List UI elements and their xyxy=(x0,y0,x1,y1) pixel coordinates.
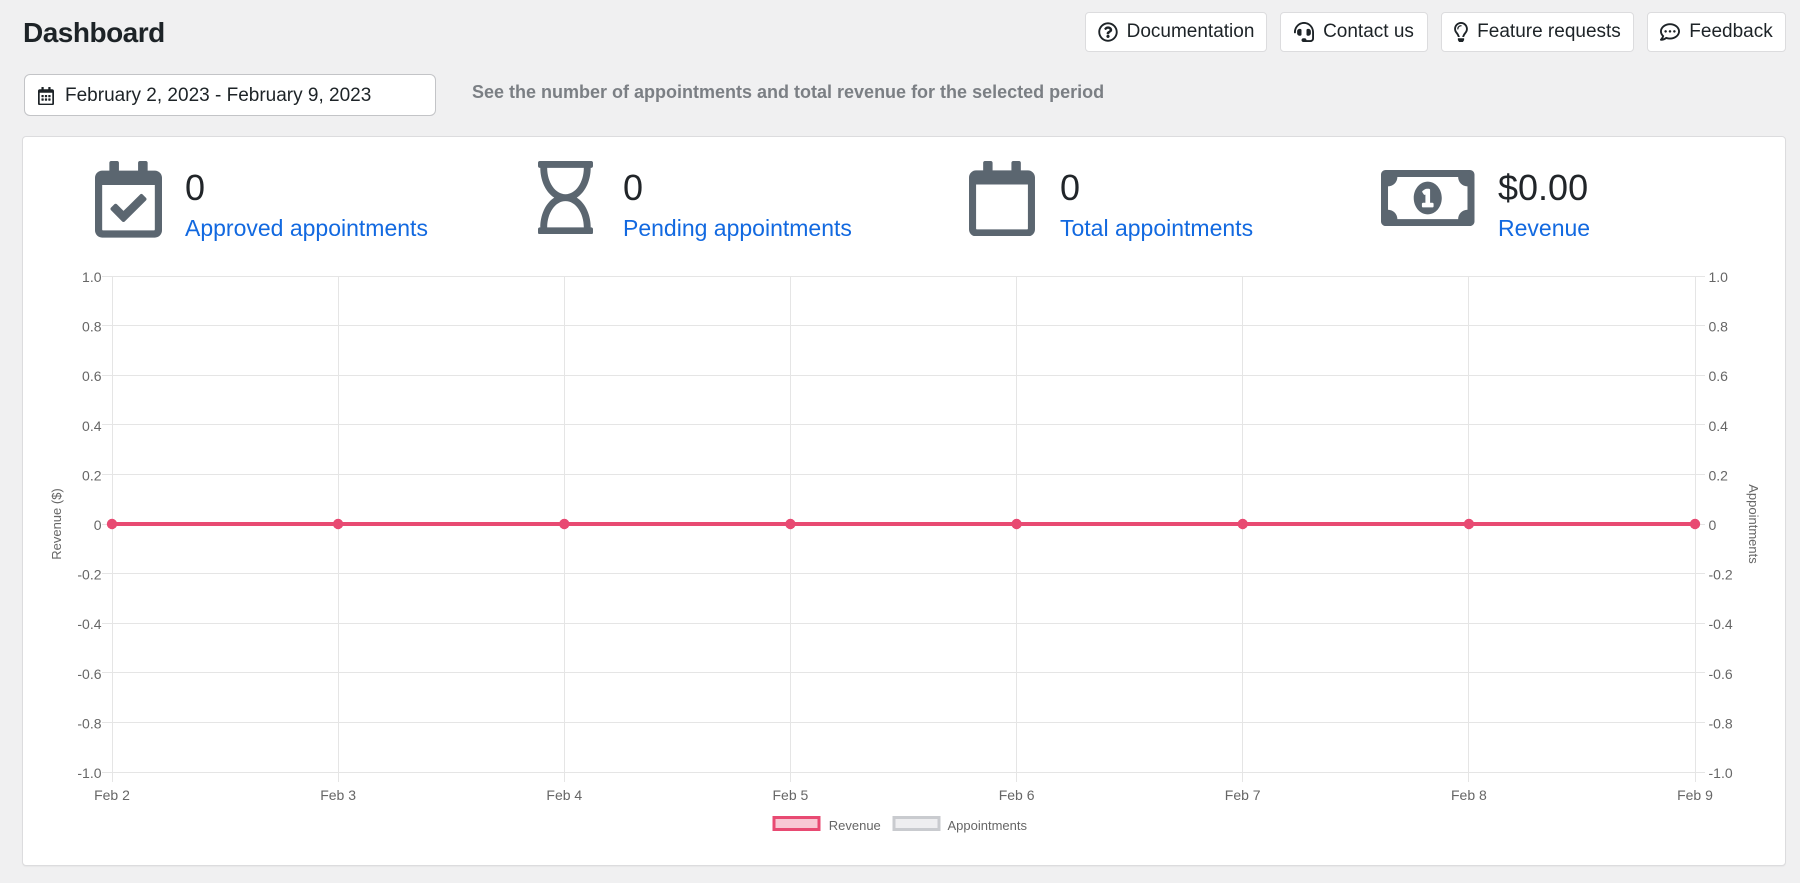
svg-text:Feb 7: Feb 7 xyxy=(1225,787,1261,803)
svg-text:-0.8: -0.8 xyxy=(1709,715,1733,731)
svg-text:-0.2: -0.2 xyxy=(1709,567,1733,583)
svg-text:0.2: 0.2 xyxy=(82,467,102,483)
svg-text:0: 0 xyxy=(1709,517,1717,533)
svg-text:-0.8: -0.8 xyxy=(77,715,101,731)
svg-text:0.4: 0.4 xyxy=(1709,418,1729,434)
svg-text:1.0: 1.0 xyxy=(82,269,102,285)
svg-text:Feb 5: Feb 5 xyxy=(772,787,808,803)
svg-text:-1.0: -1.0 xyxy=(1709,765,1733,781)
svg-text:-0.4: -0.4 xyxy=(1709,616,1733,632)
svg-text:-1.0: -1.0 xyxy=(77,765,101,781)
svg-text:0.8: 0.8 xyxy=(82,319,102,335)
svg-text:-0.6: -0.6 xyxy=(77,666,101,682)
svg-text:0.8: 0.8 xyxy=(1709,319,1729,335)
svg-text:Appointments: Appointments xyxy=(1746,484,1761,564)
svg-text:0.6: 0.6 xyxy=(82,368,102,384)
svg-text:1.0: 1.0 xyxy=(1709,269,1729,285)
svg-text:Feb 6: Feb 6 xyxy=(999,787,1035,803)
svg-text:0: 0 xyxy=(94,517,102,533)
svg-text:0.2: 0.2 xyxy=(1709,467,1729,483)
svg-text:0.6: 0.6 xyxy=(1709,368,1729,384)
svg-text:-0.2: -0.2 xyxy=(77,567,101,583)
svg-text:Feb 8: Feb 8 xyxy=(1451,787,1487,803)
svg-text:Feb 4: Feb 4 xyxy=(546,787,582,803)
svg-text:-0.6: -0.6 xyxy=(1709,666,1733,682)
svg-text:Appointments: Appointments xyxy=(948,818,1028,833)
svg-text:Feb 3: Feb 3 xyxy=(320,787,356,803)
svg-text:0.4: 0.4 xyxy=(82,418,102,434)
svg-text:Feb 2: Feb 2 xyxy=(94,787,130,803)
svg-text:Revenue: Revenue xyxy=(829,818,881,833)
svg-text:Revenue ($): Revenue ($) xyxy=(49,488,64,560)
svg-text:-0.4: -0.4 xyxy=(77,616,101,632)
svg-text:Feb 9: Feb 9 xyxy=(1677,787,1713,803)
